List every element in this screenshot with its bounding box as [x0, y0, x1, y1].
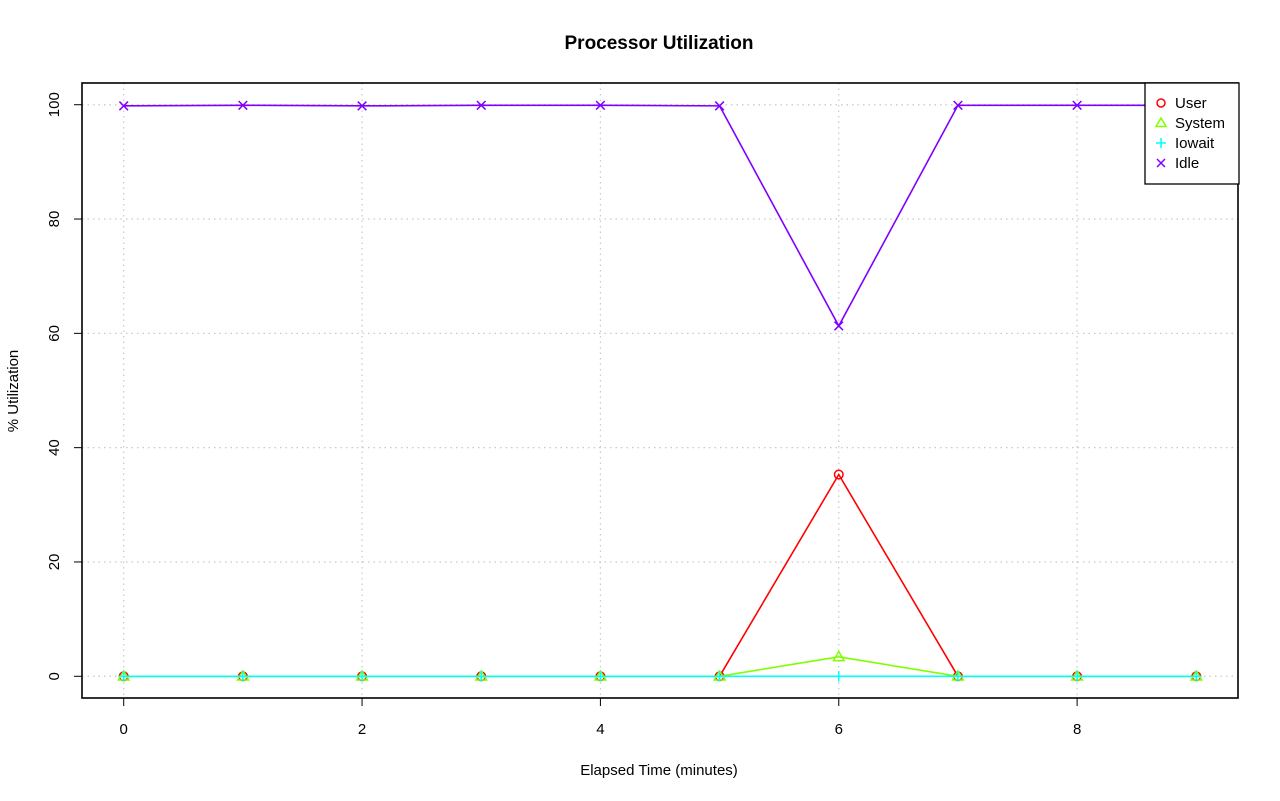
data-point-iowait-5 [714, 670, 725, 682]
data-point-system-6 [832, 649, 846, 662]
data-point-idle-5 [714, 101, 725, 111]
data-point-iowait-9 [1190, 670, 1202, 682]
data-point-idle-2 [357, 101, 367, 111]
legend-label-idle: Idle [1175, 155, 1199, 172]
data-point-user-6 [833, 469, 844, 480]
plot-area-frame [81, 82, 1239, 699]
data-point-iowait-0 [118, 670, 130, 682]
data-point-iowait-2 [356, 670, 368, 682]
x-tick-label-2: 2 [358, 721, 366, 738]
y-axis: 0 20 40 60 80 100 [46, 92, 82, 680]
series-line-idle [123, 104, 1197, 328]
legend-marker-system [1154, 116, 1168, 128]
series-idle [118, 100, 1202, 331]
y-tick-label-60: 60 [46, 325, 63, 342]
x-axis-label: Elapsed Time (minutes) [580, 762, 738, 779]
x-tick-label-4: 4 [596, 721, 604, 738]
series-line-system [123, 656, 1197, 678]
grid-lines [82, 83, 1238, 698]
data-point-iowait-8 [1071, 670, 1083, 682]
legend-box [1144, 82, 1240, 185]
series-iowait [118, 670, 1202, 682]
data-point-iowait-6 [833, 670, 845, 682]
data-point-iowait-7 [952, 670, 964, 682]
data-point-iowait-4 [595, 670, 606, 682]
data-point-idle-1 [238, 100, 248, 111]
data-point-idle-0 [118, 101, 129, 111]
legend-label-user: User [1175, 95, 1207, 112]
legend: User System Iowait Idle [1144, 82, 1240, 185]
legend-marker-idle [1156, 158, 1166, 168]
series-line-user [123, 472, 1197, 678]
data-point-iowait-1 [237, 670, 249, 682]
y-tick-label-100: 100 [46, 92, 63, 117]
data-point-idle-8 [1072, 100, 1082, 111]
chart-title: Processor Utilization [565, 33, 754, 54]
y-tick-label-20: 20 [46, 554, 63, 571]
data-point-iowait-3 [475, 670, 487, 682]
y-tick-label-0: 0 [46, 672, 63, 680]
legend-label-iowait: Iowait [1175, 135, 1215, 152]
x-axis: 0 2 4 6 8 [120, 698, 1081, 738]
data-point-idle-3 [476, 100, 487, 111]
legend-marker-user [1156, 98, 1166, 108]
y-axis-label: % Utilization [5, 350, 22, 433]
data-point-idle-7 [953, 100, 963, 111]
y-tick-label-40: 40 [46, 439, 63, 456]
x-tick-label-8: 8 [1073, 721, 1081, 738]
data-point-idle-6 [833, 321, 844, 331]
series-user [118, 469, 1202, 682]
y-tick-label-80: 80 [46, 211, 63, 228]
x-tick-label-6: 6 [835, 721, 843, 738]
legend-label-system: System [1175, 115, 1225, 132]
data-point-idle-4 [595, 100, 606, 111]
x-tick-label-0: 0 [120, 721, 128, 738]
legend-marker-iowait [1156, 138, 1166, 148]
series-lines [117, 100, 1203, 682]
